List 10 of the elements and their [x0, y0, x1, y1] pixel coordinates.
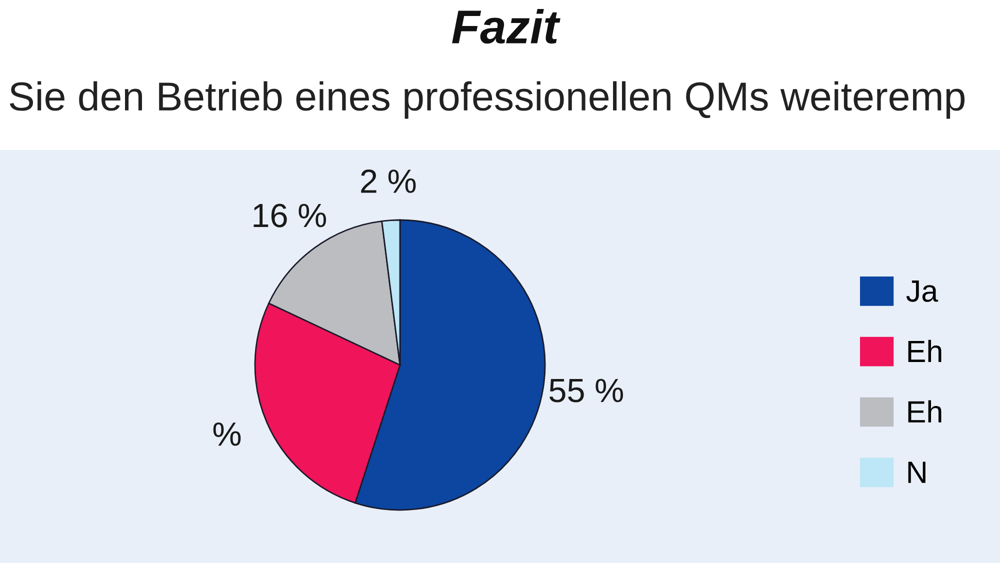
chart-subtitle: Sie den Betrieb eines professionellen QMs weiteremp — [10, 81, 965, 119]
legend-label: N — [908, 462, 926, 483]
data-label: 55 % — [550, 378, 623, 402]
data-label: % — [213, 422, 241, 446]
legend-label: Eh — [908, 340, 942, 362]
data-label: 16 % — [254, 204, 326, 228]
legend-label: Eh — [908, 400, 942, 422]
chart-title: Fazit — [452, 8, 560, 44]
legend-label: Ja — [906, 280, 938, 302]
data-label: 2 % — [361, 169, 416, 193]
